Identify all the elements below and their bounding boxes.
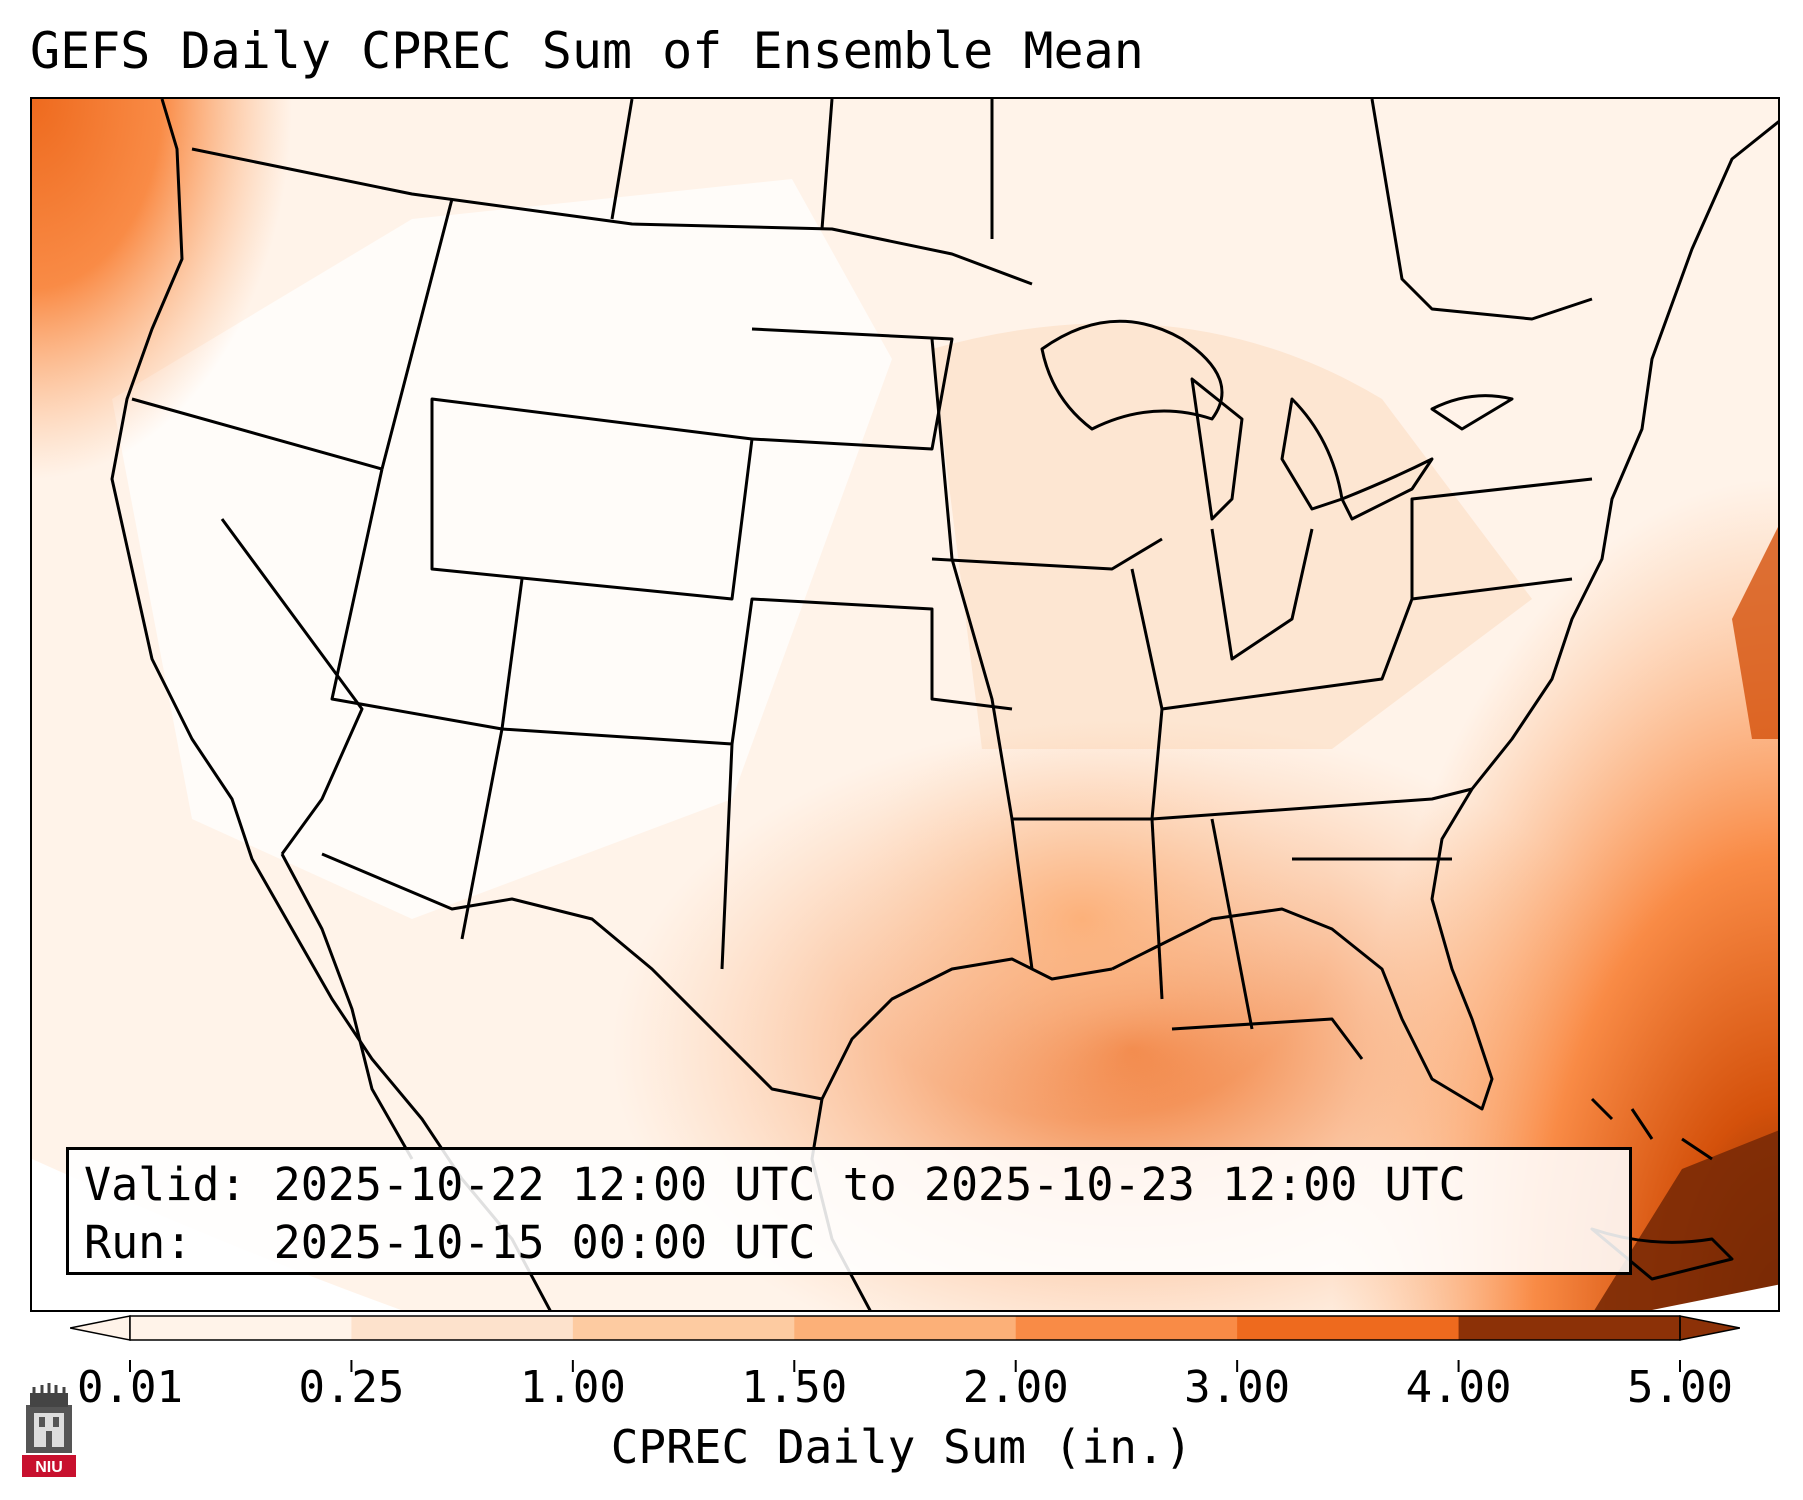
baja-coast (280, 853, 414, 1160)
ky-va-lines (1161, 577, 1573, 711)
colorbar-segment (1458, 1316, 1681, 1340)
colorbar-tick-label: 0.01 (77, 1362, 183, 1413)
colorbar-extend-low (70, 1315, 131, 1341)
map-title: GEFS Daily CPREC Sum of Ensemble Mean (30, 22, 1144, 80)
lake-huron (1280, 397, 1344, 511)
colorbar-segment (130, 1316, 352, 1340)
lake-michigan (1190, 377, 1244, 521)
niu-tower-logo-icon: NIU (22, 1383, 76, 1477)
colorbar-segment (351, 1316, 574, 1340)
ar-ms-lines (1012, 568, 1164, 821)
colorbar-tick-label: 1.50 (741, 1362, 848, 1413)
mexico-border (321, 852, 823, 1101)
atlantic-band (1732, 527, 1778, 739)
map-canvas (32, 99, 1778, 1310)
bahamas-2 (1630, 1108, 1654, 1140)
al-ga-line (1210, 818, 1254, 1030)
mississippi-line (930, 338, 1034, 970)
iowa-line (931, 537, 1163, 571)
dry-west-region (112, 179, 892, 919)
colorbar-tick-label: 5.00 (1627, 1362, 1733, 1413)
id-line (380, 198, 454, 470)
or-ca-line (131, 397, 383, 471)
bahamas-1 (1590, 1097, 1614, 1121)
valid-run-infobox: Valid: 2025-10-22 12:00 UTC to 2025-10-2… (66, 1147, 1632, 1275)
colorbar-label: CPREC Daily Sum (in.) (610, 1420, 1193, 1474)
lake-ontario (1430, 394, 1514, 431)
pa-ny-line (1410, 477, 1593, 599)
lake-erie (1340, 457, 1434, 521)
run-line: Run: 2025-10-15 00:00 UTC (84, 1214, 1629, 1272)
bahamas-3 (1681, 1137, 1713, 1161)
tn-nc-line (1151, 787, 1473, 821)
colorbar-segment (794, 1316, 1017, 1340)
colorbar-segment (572, 1316, 795, 1340)
colorbar-segment (1015, 1316, 1238, 1340)
logo-text: NIU (35, 1459, 63, 1476)
valid-value: 2025-10-22 12:00 UTC to 2025-10-23 12:00… (273, 1158, 1466, 1211)
colorbar-extend-high (1679, 1315, 1740, 1341)
fl-border (1171, 1017, 1364, 1060)
atlantic-coastline (1111, 120, 1778, 1111)
colorbar-tick-label: 3.00 (1184, 1362, 1291, 1413)
map-corner-se (1652, 1284, 1778, 1310)
pacific-nw-precip (32, 99, 292, 479)
run-value: 2025-10-15 00:00 UTC (273, 1216, 816, 1269)
valid-label: Valid: (84, 1158, 247, 1211)
lake-superior (1040, 319, 1224, 431)
indiana-ohio (1210, 528, 1314, 661)
central-states-lines (730, 597, 1013, 745)
south-central-shading (832, 719, 1332, 1119)
colorbar-tick-marks (129, 1360, 1681, 1372)
run-label: Run: (84, 1216, 193, 1269)
caribbean-max (1594, 1130, 1778, 1310)
valid-line: Valid: 2025-10-22 12:00 UTC to 2025-10-2… (84, 1156, 1629, 1214)
co-ut-line (500, 578, 524, 730)
ms-al-line (1150, 818, 1164, 1000)
quebec-border (1370, 99, 1593, 321)
az-nv-ut-lines (330, 468, 504, 940)
nd-canada-tick (820, 99, 834, 230)
nevada-line (220, 518, 364, 855)
pacific-coastline (110, 99, 552, 1310)
dakotas (751, 327, 954, 451)
colorbar-tick-label: 0.25 (298, 1362, 405, 1413)
colorbar-tick-label: 1.00 (519, 1362, 626, 1413)
mt-canada-tick (610, 99, 634, 220)
colorbar-segment (1237, 1316, 1460, 1340)
colorbar-tick-label: 4.00 (1405, 1362, 1512, 1413)
colorbar-frame (129, 1315, 1681, 1341)
canada-border-west (191, 147, 1033, 286)
precip-map (30, 97, 1780, 1312)
colorbar-tick-label: 2.00 (962, 1362, 1069, 1413)
colorbar (70, 1315, 1740, 1341)
